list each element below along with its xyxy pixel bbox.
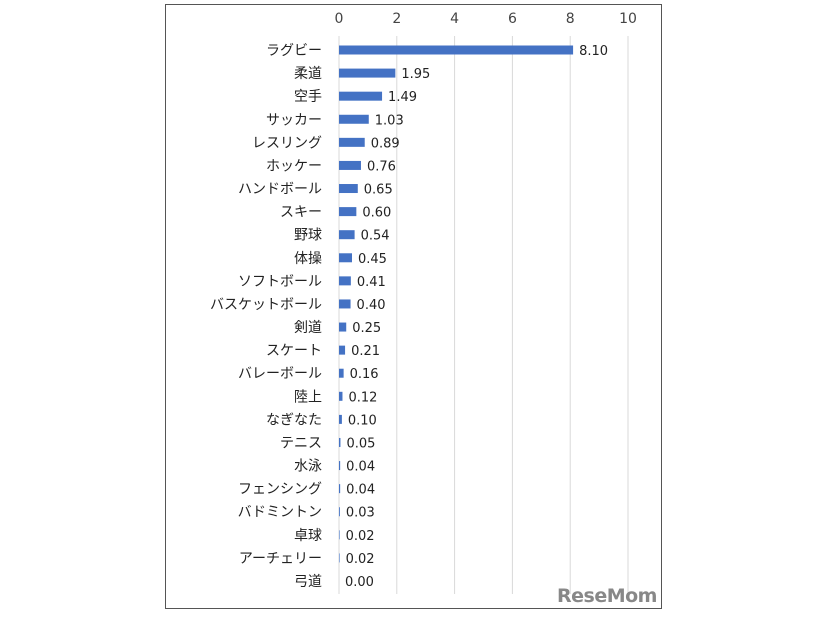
x-tick-label: 4 (450, 11, 459, 27)
category-label: ハンドボール (238, 182, 322, 198)
data-label: 0.04 (346, 460, 375, 475)
data-label: 0.05 (346, 436, 375, 451)
bar (339, 461, 341, 471)
category-label: 卓球 (294, 528, 322, 544)
bar (339, 184, 358, 194)
bar (339, 437, 341, 447)
bar (339, 253, 353, 263)
bar (339, 299, 351, 309)
bar (339, 160, 361, 170)
bar (339, 530, 340, 540)
data-label: 0.54 (361, 229, 390, 244)
category-label: 剣道 (294, 320, 322, 336)
bar (339, 45, 574, 55)
x-tick-label: 2 (392, 11, 401, 27)
data-label: 0.89 (371, 136, 400, 151)
bar (339, 345, 346, 355)
category-label: なぎなた (266, 412, 322, 428)
bar (339, 114, 369, 124)
data-label: 0.02 (346, 529, 375, 544)
category-label: バレーボール (238, 366, 322, 382)
category-label: アーチェリー (239, 551, 322, 567)
data-label: 0.00 (345, 575, 374, 590)
data-label: 0.76 (367, 159, 396, 174)
category-label: ソフトボール (238, 274, 322, 290)
bar (339, 230, 355, 240)
x-tick-label: 10 (619, 11, 637, 27)
data-label: 0.45 (358, 252, 387, 267)
data-label: 8.10 (579, 44, 608, 59)
category-label: テニス (280, 435, 322, 451)
category-label: レスリング (252, 135, 322, 151)
category-label: 野球 (294, 228, 322, 244)
bar (339, 414, 342, 424)
bar (339, 322, 347, 332)
category-label: 陸上 (294, 389, 322, 405)
chart-frame (165, 4, 662, 609)
category-label: サッカー (266, 112, 322, 128)
data-label: 0.25 (352, 321, 381, 336)
data-label: 0.16 (350, 367, 379, 382)
category-label: ラグビー (266, 43, 322, 59)
data-label: 0.12 (348, 390, 377, 405)
category-label: スケート (266, 343, 322, 359)
bar (339, 276, 351, 286)
bar (339, 553, 340, 563)
data-label: 0.02 (346, 552, 375, 567)
bar (339, 507, 340, 517)
bar (339, 68, 396, 78)
data-label: 0.10 (348, 413, 377, 428)
data-label: 0.60 (362, 206, 391, 221)
category-label: 弓道 (294, 574, 322, 590)
bar (339, 391, 343, 401)
category-label: 水泳 (294, 459, 322, 475)
category-label: 空手 (294, 89, 322, 105)
x-tick-label: 6 (508, 11, 517, 27)
category-label: ホッケー (266, 158, 322, 174)
category-label: バドミントン (238, 505, 322, 521)
data-label: 0.65 (364, 183, 393, 198)
bar (339, 137, 365, 147)
category-label: 柔道 (294, 66, 322, 82)
resemom-logo: ReseMom (557, 585, 657, 607)
bar (339, 484, 341, 494)
data-label: 0.41 (357, 275, 386, 290)
data-label: 0.03 (346, 506, 375, 521)
bar (339, 207, 357, 217)
category-label: フェンシング (238, 482, 322, 498)
data-label: 1.03 (375, 113, 404, 128)
category-label: 体操 (294, 251, 322, 267)
data-label: 1.95 (401, 67, 430, 82)
data-label: 1.49 (388, 90, 417, 105)
bar (339, 368, 344, 378)
x-tick-label: 8 (566, 11, 575, 27)
category-label: バスケットボール (210, 297, 322, 313)
data-label: 0.40 (357, 298, 386, 313)
x-tick-label: 0 (335, 11, 344, 27)
category-label: スキー (280, 205, 322, 221)
data-label: 0.04 (346, 483, 375, 498)
bar (339, 91, 383, 101)
data-label: 0.21 (351, 344, 380, 359)
